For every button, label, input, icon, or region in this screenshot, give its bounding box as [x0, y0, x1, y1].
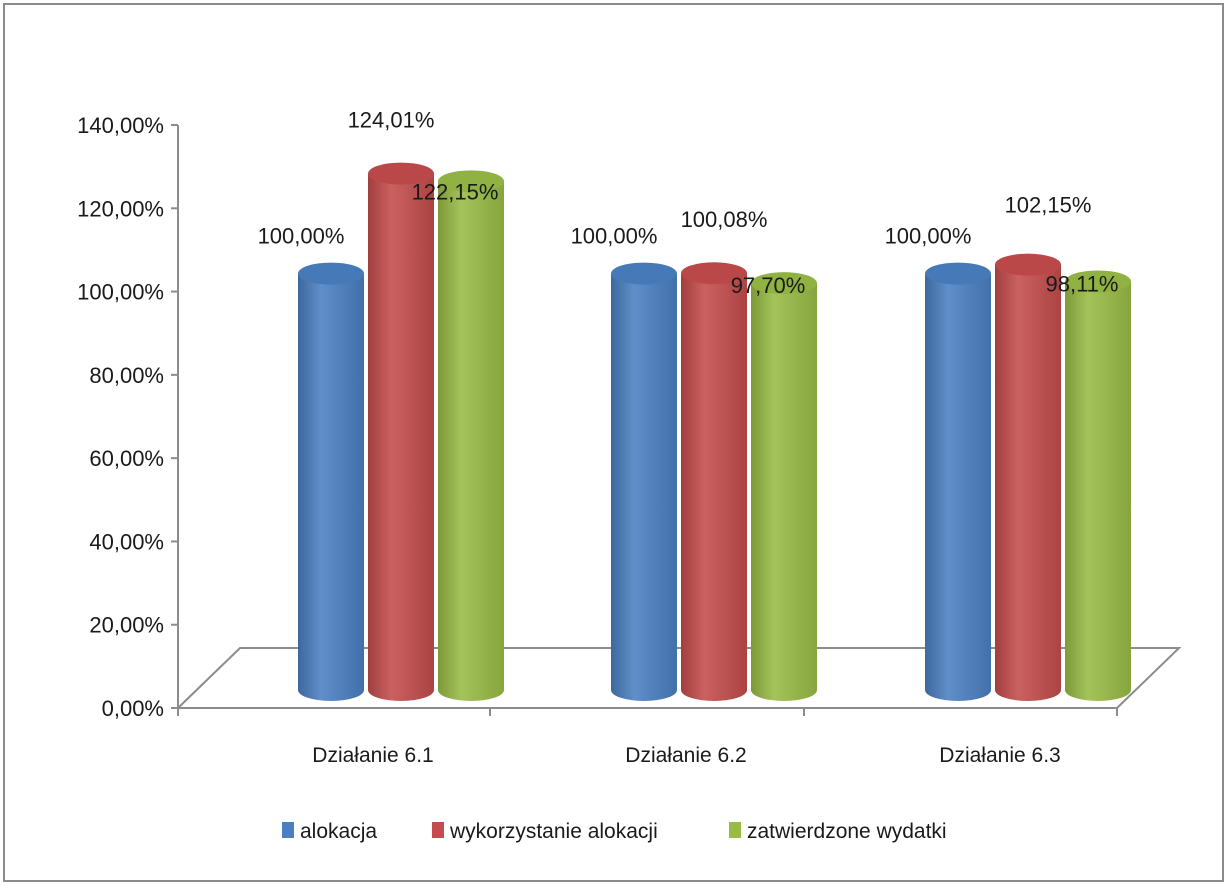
bar-1	[368, 162, 434, 702]
x-category-label: Działanie 6.3	[939, 744, 1060, 767]
bar-1	[995, 253, 1061, 701]
data-label: 122,15%	[412, 179, 499, 204]
bar-body	[925, 273, 991, 701]
bar-top	[368, 162, 434, 185]
legend-label: alokacja	[300, 820, 377, 843]
y-tick-label: 40,00%	[89, 529, 164, 554]
data-label: 102,15%	[1005, 193, 1092, 218]
bar-top	[925, 262, 991, 285]
bar-top	[298, 262, 364, 285]
bar-top	[438, 170, 504, 193]
legend-item: zatwierdzone wydatki	[729, 820, 947, 843]
y-tick-label: 80,00%	[89, 363, 164, 388]
bar-body	[438, 181, 504, 701]
data-label: 98,11%	[1046, 271, 1119, 296]
data-label: 100,00%	[571, 224, 658, 249]
data-label: 124,01%	[348, 108, 435, 133]
bar-0	[298, 262, 364, 701]
data-label: 100,00%	[258, 224, 345, 249]
bar-body	[368, 173, 434, 702]
y-tick-label: 120,00%	[77, 196, 164, 221]
y-tick-label: 60,00%	[89, 446, 164, 471]
legend-label: wykorzystanie alokacji	[449, 820, 658, 843]
legend-swatch	[282, 822, 294, 838]
legend-label: zatwierdzone wydatki	[747, 820, 947, 843]
data-label: 100,08%	[681, 207, 768, 232]
data-label: 97,70%	[731, 273, 806, 298]
y-tick-label: 100,00%	[77, 280, 164, 305]
bar-body	[681, 273, 747, 701]
legend-item: wykorzystanie alokacji	[432, 820, 658, 843]
bar-1	[681, 262, 747, 701]
bar-top	[611, 262, 677, 285]
legend-item: alokacja	[282, 820, 377, 843]
bar-body	[611, 273, 677, 701]
legend-swatch	[729, 822, 741, 838]
bar-body	[1065, 281, 1131, 701]
bar-top	[751, 272, 817, 295]
bar-0	[611, 262, 677, 701]
bar-body	[995, 264, 1061, 701]
y-tick-label: 0,00%	[102, 696, 164, 721]
y-tick-label: 20,00%	[89, 613, 164, 638]
y-tick-label: 140,00%	[77, 113, 164, 138]
x-category-label: Działanie 6.2	[625, 744, 746, 767]
bar-2	[1065, 270, 1131, 701]
bar-2	[751, 272, 817, 701]
bar-top	[681, 262, 747, 285]
bar-top	[995, 253, 1061, 276]
bar-body	[298, 273, 364, 701]
bar-2	[438, 170, 504, 701]
bar-0	[925, 262, 991, 701]
legend-swatch	[432, 822, 444, 838]
bar-top	[1065, 270, 1131, 293]
bar-body	[751, 283, 817, 701]
data-label: 100,00%	[885, 224, 972, 249]
x-category-label: Działanie 6.1	[312, 744, 433, 767]
